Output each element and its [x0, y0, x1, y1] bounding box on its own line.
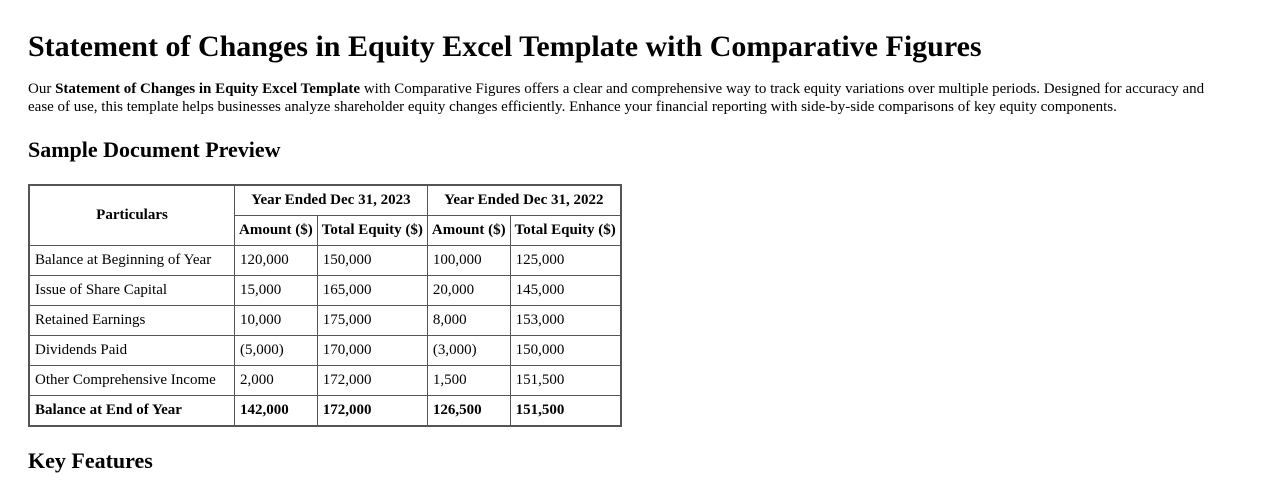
table-cell: 10,000	[234, 305, 318, 336]
intro-bold: Statement of Changes in Equity Excel Tem…	[55, 81, 361, 97]
table-cell: 1,500	[426, 365, 511, 396]
intro-paragraph: Our Statement of Changes in Equity Excel…	[28, 80, 1208, 116]
row-label: Dividends Paid	[28, 335, 235, 366]
table-cell: 170,000	[316, 335, 428, 366]
row-label: Other Comprehensive Income	[28, 365, 235, 396]
table-cell: 150,000	[316, 245, 428, 276]
table-cell: 126,500	[426, 395, 511, 427]
table-cell: 165,000	[316, 275, 428, 306]
subheader: Amount ($)	[234, 215, 318, 246]
preview-heading: Sample Document Preview	[28, 137, 281, 162]
subheader: Total Equity ($)	[509, 215, 622, 246]
page-title: Statement of Changes in Equity Excel Tem…	[28, 30, 982, 63]
table-cell: 100,000	[426, 245, 511, 276]
intro-text: Our	[28, 81, 56, 97]
features-heading: Key Features	[28, 448, 153, 473]
table-cell: 151,500	[509, 365, 622, 396]
table-row: Issue of Share Capital 15,000 165,000 20,00…	[28, 275, 622, 306]
table-row: Other Comprehensive Income 2,000 172,000 1,…	[28, 365, 622, 396]
table-row: Dividends Paid (5,000) 170,000 (3,000) 150,0…	[28, 335, 622, 366]
table-cell: 150,000	[509, 335, 622, 366]
table-cell: 2,000	[234, 365, 318, 396]
table-cell: 120,000	[234, 245, 318, 276]
subheader: Amount ($)	[426, 215, 511, 246]
table-cell: 172,000	[316, 395, 428, 427]
row-label: Balance at End of Year	[28, 395, 235, 427]
table-cell: 125,000	[509, 245, 622, 276]
header-period: Year Ended Dec 31, 2023	[234, 184, 428, 216]
row-label: Retained Earnings	[28, 305, 235, 336]
table-cell: 15,000	[234, 275, 318, 306]
table-cell: 151,500	[509, 395, 622, 427]
table-cell: 145,000	[509, 275, 622, 306]
header-particulars: Particulars	[28, 184, 235, 246]
intro-text-rest: with Comparative Figures offers a clear …	[28, 81, 1205, 115]
row-label: Balance at Beginning of Year	[28, 245, 235, 276]
table-row: Balance at End of Year 142,000 172,000 126,…	[28, 395, 622, 427]
table-row: Balance at Beginning of Year 120,000 150,0…	[28, 245, 622, 276]
table-cell: 8,000	[426, 305, 511, 336]
row-label: Issue of Share Capital	[28, 275, 235, 306]
header-period: Year Ended Dec 31, 2022	[426, 184, 622, 216]
table-cell: 172,000	[316, 365, 428, 396]
page: Statement of Changes in Equity Excel Tem…	[28, 30, 1208, 473]
table-cell: 142,000	[234, 395, 318, 427]
subheader: Total Equity ($)	[316, 215, 428, 246]
table-cell: (5,000)	[234, 335, 318, 366]
table-cell: 153,000	[509, 305, 622, 336]
table-row: Retained Earnings 10,000 175,000 8,000 153,0…	[28, 305, 622, 336]
table-cell: 20,000	[426, 275, 511, 306]
table-cell: 175,000	[316, 305, 428, 336]
table-cell: (3,000)	[426, 335, 511, 366]
equity-table: Particulars Year Ended Dec 31, 2023 Year…	[28, 184, 622, 427]
